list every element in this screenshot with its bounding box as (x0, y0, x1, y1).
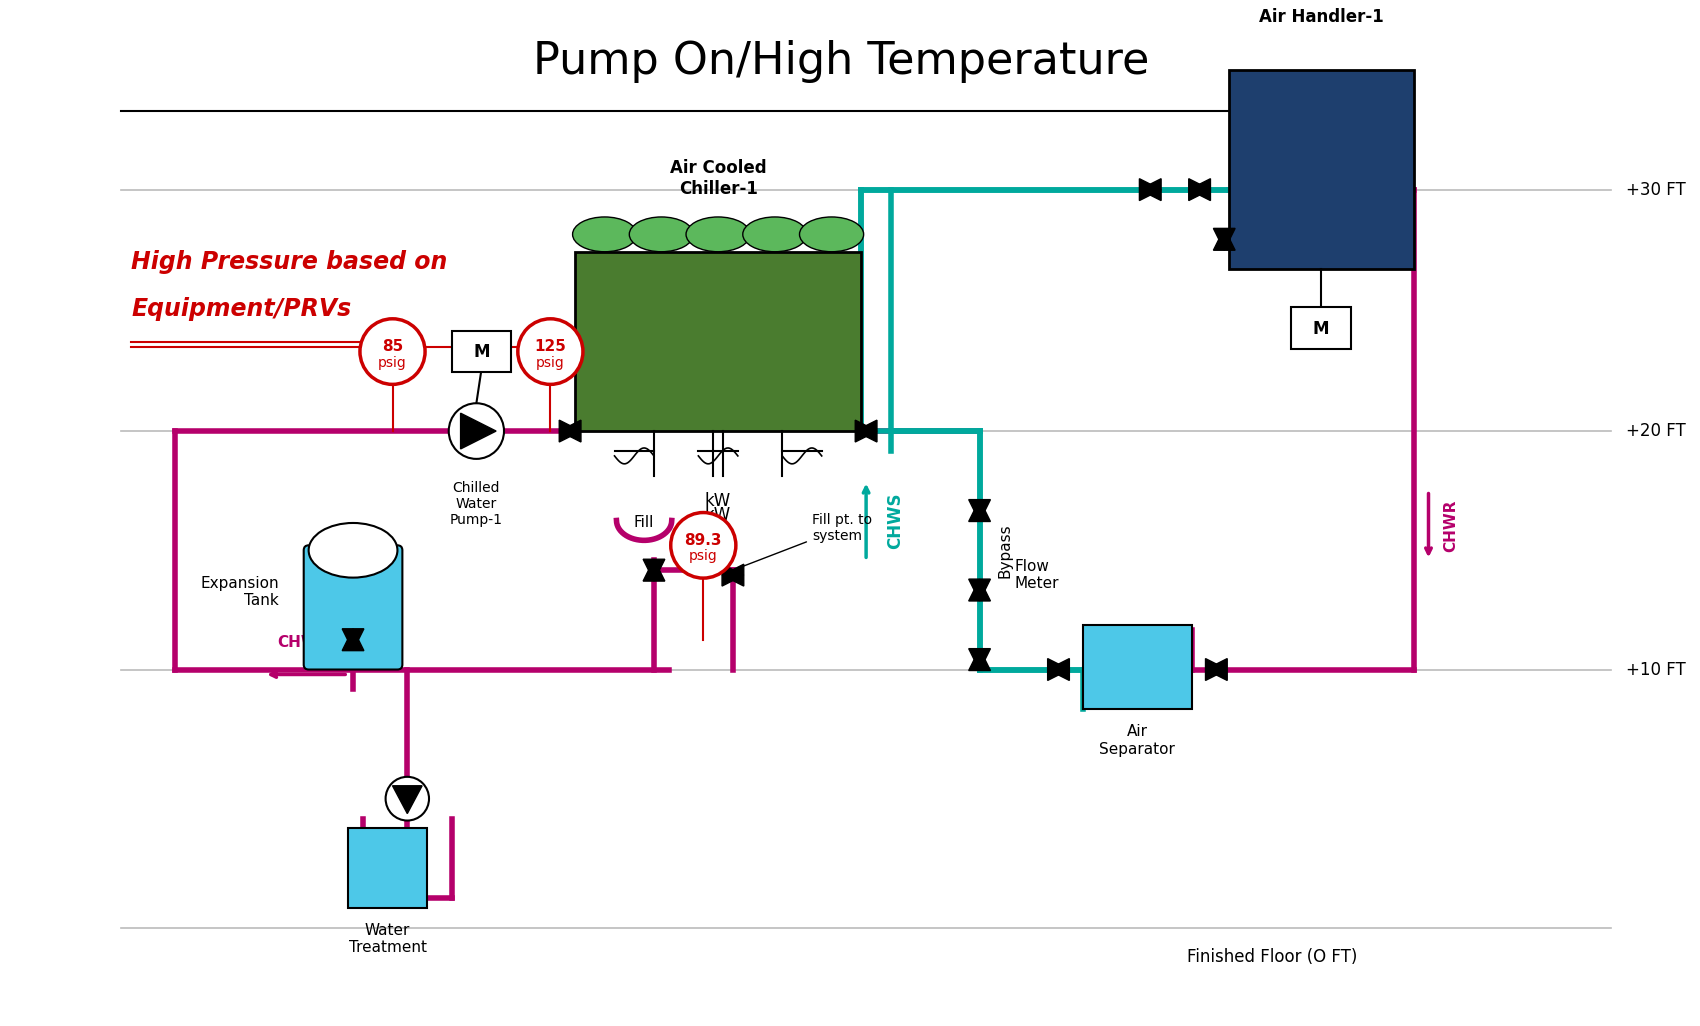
Polygon shape (342, 629, 364, 650)
Polygon shape (643, 559, 665, 581)
FancyBboxPatch shape (575, 252, 862, 431)
Ellipse shape (743, 216, 808, 251)
Circle shape (672, 513, 736, 578)
Text: Fill: Fill (634, 515, 654, 530)
FancyBboxPatch shape (1083, 625, 1192, 709)
Polygon shape (969, 579, 991, 601)
Polygon shape (969, 648, 991, 671)
Text: Flow
Meter: Flow Meter (1015, 559, 1059, 591)
Text: +10 FT: +10 FT (1625, 661, 1686, 678)
Polygon shape (1214, 229, 1236, 250)
Polygon shape (969, 648, 991, 671)
Polygon shape (643, 559, 665, 581)
Polygon shape (1188, 179, 1210, 200)
Circle shape (386, 777, 428, 821)
Text: Expansion
Tank: Expansion Tank (201, 576, 279, 608)
Text: Air
Separator: Air Separator (1100, 724, 1175, 756)
Circle shape (518, 319, 583, 385)
Polygon shape (1214, 229, 1236, 250)
Text: CHWR: CHWR (277, 635, 330, 649)
Polygon shape (1205, 659, 1227, 680)
Text: M: M (1312, 320, 1329, 338)
Text: Pump On/High Temperature: Pump On/High Temperature (534, 40, 1149, 83)
FancyBboxPatch shape (304, 546, 403, 670)
Text: Equipment/PRVs: Equipment/PRVs (131, 297, 352, 321)
Polygon shape (969, 500, 991, 521)
Polygon shape (855, 420, 877, 442)
Text: CHWS: CHWS (886, 492, 904, 549)
Text: 85: 85 (382, 340, 403, 354)
FancyBboxPatch shape (348, 828, 427, 908)
Ellipse shape (629, 216, 694, 251)
Text: psig: psig (688, 549, 717, 563)
Polygon shape (1047, 659, 1069, 680)
Text: High Pressure based on: High Pressure based on (131, 250, 447, 274)
Text: Air Handler-1: Air Handler-1 (1258, 8, 1384, 26)
Polygon shape (969, 500, 991, 521)
Text: psig: psig (377, 356, 406, 369)
Polygon shape (855, 420, 877, 442)
Text: +30 FT: +30 FT (1625, 181, 1686, 199)
FancyBboxPatch shape (1292, 307, 1350, 349)
Polygon shape (969, 579, 991, 601)
Text: 125: 125 (534, 340, 566, 354)
Text: M: M (473, 343, 490, 360)
Ellipse shape (687, 216, 750, 251)
Text: +20 FT: +20 FT (1625, 422, 1686, 440)
Text: Bypass: Bypass (998, 523, 1012, 578)
Ellipse shape (573, 216, 638, 251)
Polygon shape (1205, 659, 1227, 680)
Polygon shape (393, 786, 422, 814)
Polygon shape (1139, 179, 1161, 200)
Text: Fill pt. to
system: Fill pt. to system (736, 513, 872, 569)
Polygon shape (722, 564, 745, 586)
Text: Air Cooled
Chiller-1: Air Cooled Chiller-1 (670, 159, 767, 198)
FancyBboxPatch shape (452, 330, 512, 372)
Text: Finished Floor (O FT): Finished Floor (O FT) (1187, 948, 1357, 965)
Text: Water
Treatment: Water Treatment (348, 922, 427, 955)
Text: 89.3: 89.3 (685, 532, 722, 548)
Polygon shape (1139, 179, 1161, 200)
FancyBboxPatch shape (1229, 71, 1414, 269)
Text: kW: kW (706, 491, 731, 510)
Text: psig: psig (536, 356, 564, 369)
Polygon shape (342, 629, 364, 650)
Circle shape (449, 403, 503, 459)
Polygon shape (559, 420, 581, 442)
Text: Chilled
Water
Pump-1: Chilled Water Pump-1 (450, 481, 503, 527)
Circle shape (360, 319, 425, 385)
Ellipse shape (309, 523, 398, 578)
Polygon shape (1188, 179, 1210, 200)
Polygon shape (1047, 659, 1069, 680)
Text: kW: kW (706, 506, 731, 523)
Ellipse shape (799, 216, 864, 251)
Text: CHWR: CHWR (1443, 500, 1459, 552)
Polygon shape (461, 413, 496, 449)
Polygon shape (559, 420, 581, 442)
Polygon shape (722, 564, 745, 586)
